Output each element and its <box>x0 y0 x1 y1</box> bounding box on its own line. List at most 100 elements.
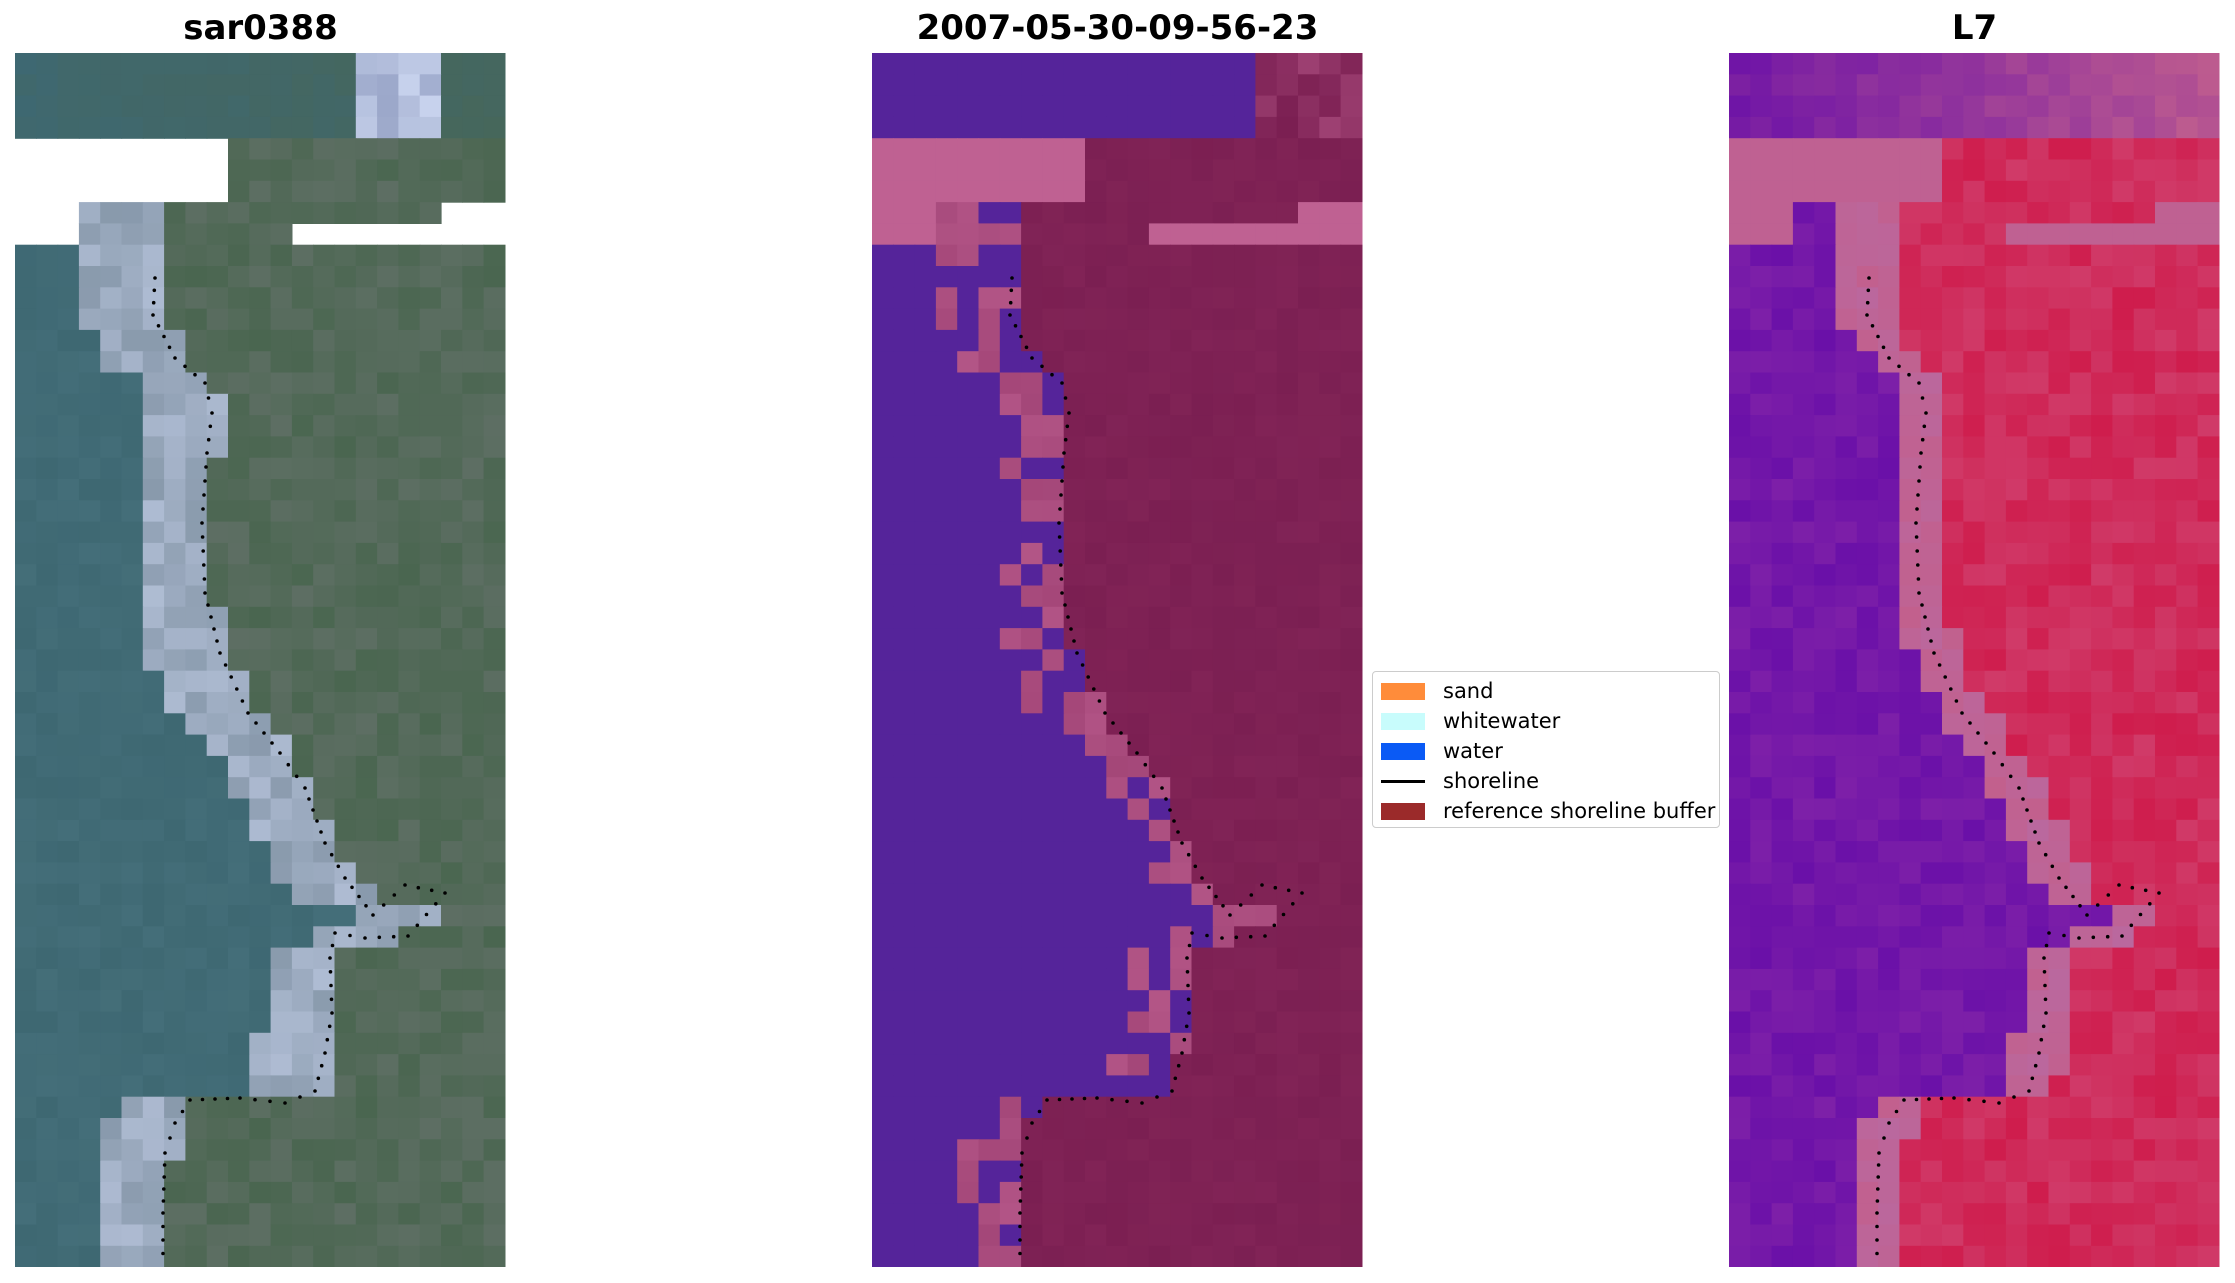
index-pixel <box>2069 1075 2092 1098</box>
class-pixel <box>914 883 937 906</box>
class-pixel <box>1276 649 1299 672</box>
rgb-pixel <box>142 841 165 863</box>
index-pixel <box>1963 798 1986 821</box>
rgb-pixel <box>100 1245 123 1267</box>
rgb-pixel <box>100 564 123 587</box>
class-pixel <box>1298 308 1320 331</box>
index-pixel <box>2091 777 2113 800</box>
class-pixel <box>935 1160 958 1183</box>
index-pixel <box>1963 53 1986 75</box>
class-pixel <box>893 415 916 437</box>
shoreline-point <box>1939 1096 1944 1101</box>
rgb-pixel <box>185 628 208 650</box>
index-pixel <box>2176 436 2199 459</box>
class-pixel <box>1319 521 1342 544</box>
class-pixel <box>1255 670 1278 693</box>
rgb-pixel <box>206 713 229 736</box>
class-pixel <box>935 500 958 523</box>
rgb-pixel <box>142 649 165 672</box>
class-pixel <box>1148 947 1171 970</box>
shoreline-point <box>1059 493 1063 497</box>
rgb-pixel <box>270 1245 293 1267</box>
shoreline-point <box>246 711 250 715</box>
shoreline-point <box>229 675 233 679</box>
class-pixel <box>1127 734 1150 757</box>
class-pixel <box>1319 116 1342 139</box>
class-pixel <box>978 521 1001 544</box>
shoreline-point <box>1185 956 1189 960</box>
index-pixel <box>2027 521 2050 544</box>
index-pixel <box>1942 74 1964 97</box>
class-pixel <box>978 1118 1001 1140</box>
rgb-pixel <box>291 372 314 395</box>
index-pixel <box>1899 266 1922 288</box>
class-pixel <box>1042 53 1065 75</box>
rgb-pixel <box>249 138 272 161</box>
rgb-pixel <box>313 393 336 416</box>
class-pixel <box>1191 947 1214 970</box>
rgb-pixel <box>313 1118 336 1140</box>
index-pixel <box>1942 244 1964 267</box>
index-pixel <box>1899 202 1922 224</box>
index-pixel <box>1792 1224 1815 1247</box>
index-pixel <box>1814 287 1837 310</box>
rgb-pixel <box>164 1096 186 1119</box>
class-pixel <box>935 968 958 991</box>
rgb-pixel <box>121 1203 144 1226</box>
index-pixel <box>1920 819 1943 842</box>
rgb-pixel <box>228 415 250 437</box>
class-pixel <box>1340 883 1363 906</box>
class-pixel <box>1276 670 1299 693</box>
rgb-pixel <box>78 521 101 544</box>
rgb-pixel <box>228 159 250 182</box>
shoreline-point <box>161 1224 165 1229</box>
rgb-pixel <box>164 947 186 970</box>
rgb-pixel <box>377 819 399 842</box>
index-pixel <box>2048 947 2071 970</box>
index-pixel <box>1942 436 1964 459</box>
index-pixel <box>1750 116 1773 139</box>
rgb-pixel <box>313 138 336 161</box>
rgb-pixel <box>121 798 144 821</box>
index-pixel <box>1963 436 1986 459</box>
class-pixel <box>914 53 937 75</box>
class-pixel <box>872 1224 894 1247</box>
class-pixel <box>872 393 894 416</box>
index-pixel <box>2197 1011 2220 1034</box>
class-pixel <box>1170 670 1193 693</box>
rgb-pixel <box>100 351 123 374</box>
index-pixel <box>1942 1139 1964 1162</box>
rgb-pixel <box>185 74 208 97</box>
index-pixel <box>2133 585 2156 608</box>
class-pixel <box>1298 1054 1320 1076</box>
index-pixel <box>2048 542 2071 565</box>
rgb-pixel <box>291 308 314 331</box>
class-pixel <box>935 244 958 267</box>
class-pixel <box>872 883 894 906</box>
class-pixel <box>1276 479 1299 501</box>
rgb-pixel <box>291 415 314 437</box>
class-pixel <box>1106 500 1129 523</box>
index-pixel <box>1792 53 1815 75</box>
shoreline-point <box>151 300 156 305</box>
index-pixel <box>1814 1054 1837 1076</box>
index-pixel <box>2048 372 2071 395</box>
rgb-pixel <box>206 947 229 970</box>
class-pixel <box>1148 585 1171 608</box>
class-pixel <box>1127 159 1150 182</box>
index-pixel <box>1750 606 1773 629</box>
class-pixel <box>1148 351 1171 374</box>
rgb-pixel <box>441 244 463 267</box>
rgb-pixel <box>334 202 357 224</box>
class-pixel <box>1255 479 1278 501</box>
index-pixel <box>1814 862 1837 885</box>
shoreline-point <box>206 603 210 607</box>
index-pixel <box>1814 1224 1837 1247</box>
class-pixel <box>1170 1203 1193 1226</box>
rgb-pixel <box>57 777 80 800</box>
class-pixel <box>1127 479 1150 501</box>
index-pixel <box>1856 905 1879 927</box>
rgb-pixel <box>36 1032 59 1055</box>
class-pixel <box>957 1096 980 1119</box>
rgb-pixel <box>462 606 485 629</box>
